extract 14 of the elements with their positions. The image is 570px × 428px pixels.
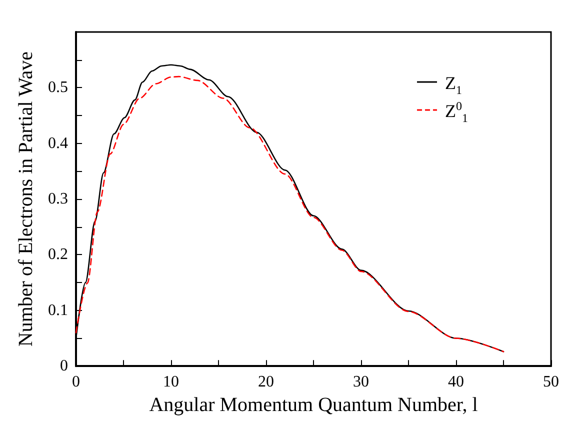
y-tick-label: 0.3 xyxy=(48,190,68,208)
y-tick-label: 0.2 xyxy=(48,246,68,264)
x-tick-label: 10 xyxy=(163,374,179,391)
x-axis-title: Angular Momentum Quantum Number, l xyxy=(149,394,478,416)
x-tick-label: 30 xyxy=(353,374,369,391)
y-axis-title: Number of Electrons in Partial Wave xyxy=(15,51,37,347)
y-tick-label: 0.4 xyxy=(48,134,68,152)
y-tick-label: 0.1 xyxy=(48,302,68,319)
x-tick-label: 0 xyxy=(72,374,80,391)
x-tick-label: 50 xyxy=(543,374,559,391)
x-tick-label: 40 xyxy=(448,374,464,391)
y-tick-label: 0.5 xyxy=(48,79,68,96)
x-tick-label: 20 xyxy=(258,374,274,391)
y-tick-label: 0 xyxy=(60,358,68,375)
